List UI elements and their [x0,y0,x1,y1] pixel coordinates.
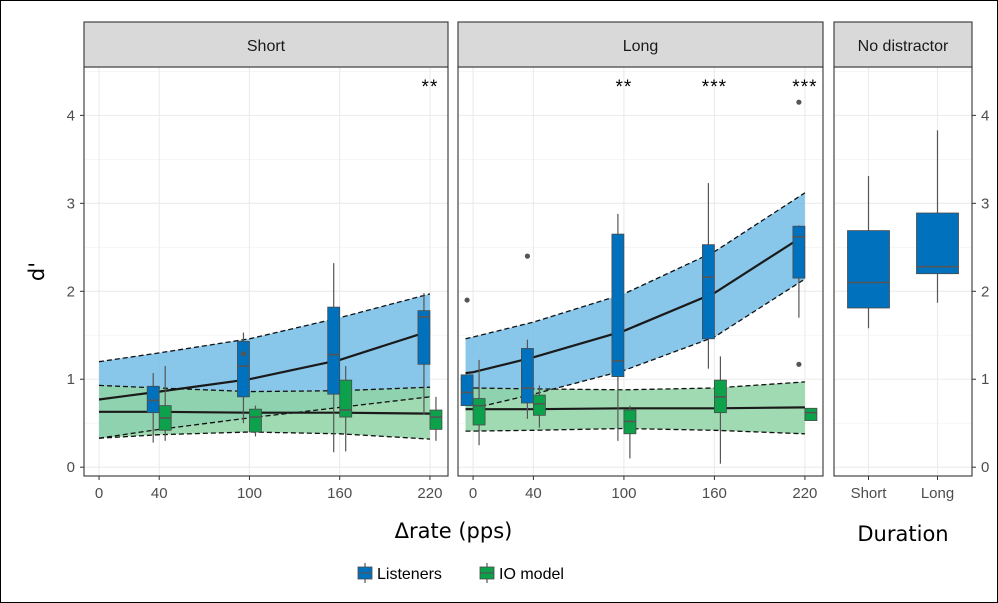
legend-label: IO model [499,566,564,583]
ci-upper-io_model [98,384,431,393]
ci-upper-io_model [465,381,805,391]
legend-key-listeners [357,563,373,583]
box-body [429,409,443,430]
x-axis-title: Δrate (pps) [395,519,513,543]
box-listeners-40 [521,253,534,419]
y-tick-label: 1 [981,371,989,388]
box-listeners-0 [460,297,474,407]
box-outlier [524,253,531,259]
y-tick-label: 2 [67,283,75,300]
ribbon-listeners [465,192,805,410]
box-io_model-160 [714,356,727,464]
box-body [847,230,890,309]
y-axis-title: d' [25,262,49,281]
x-tick-label: 220 [417,485,442,502]
strip-background [83,21,449,68]
box-io_model-40 [158,366,172,441]
x-tick-label: 100 [611,485,636,502]
box-body [533,394,546,416]
significance-marker: *** [702,77,727,98]
box-io_model-40 [533,385,546,428]
box-body [339,379,353,418]
strip-background [457,21,824,68]
box-listeners-160 [702,183,715,369]
box-io_model-160 [339,366,353,452]
significance-marker: ** [422,77,439,98]
ci-lower-listeners [465,278,806,410]
box-listeners-long [916,130,959,303]
legend-label: Listeners [377,566,442,583]
panel-3: No distractor [833,21,973,477]
x-tick-label: Short [851,485,888,502]
box-outlier [464,297,470,303]
legend-entry-listeners: Listeners [357,563,442,583]
box-listeners-40 [146,373,160,443]
y-tick-label: 1 [67,371,75,388]
x-tick-label: 0 [469,485,477,502]
panel-1: ** Short [83,21,449,477]
y-tick-label: 3 [67,195,75,212]
x-tick-label: 160 [702,485,727,502]
ci-lower-io_model [465,427,805,435]
significance-marker: ** [616,77,633,98]
box-io_model-220 [804,407,818,421]
box-body [702,244,715,340]
box-body [417,310,431,365]
box-listeners-160 [327,263,341,453]
box-outlier [796,361,802,367]
box-listeners-100 [611,213,625,441]
y-tick-label: 4 [67,107,75,124]
ci-lower-io_model [98,431,431,440]
strip-label: No distractor [858,38,949,55]
box-listeners-220 [792,99,806,367]
box-io_model-0 [472,359,486,446]
strip-label: Long [623,38,659,55]
box-body [472,398,486,426]
box-listeners-100 [237,332,250,424]
x-tick-label: 160 [327,485,352,502]
ci-upper-listeners [465,192,806,340]
strip-background [833,21,973,68]
x-tick-label: 100 [237,485,262,502]
x-tick-label: Long [921,485,954,502]
y-tick-label: 0 [981,459,989,476]
fit-line-listeners [465,234,806,375]
x-tick-label: 0 [95,485,103,502]
box-io_model-100 [249,405,262,437]
box-body [146,385,160,414]
box-outlier [240,351,247,357]
x-tick-label: 40 [151,485,168,502]
panel-2: ** *** ***Long [457,21,824,477]
y-tick-label: 2 [981,283,989,300]
box-body [916,212,959,275]
x-tick-label: 220 [792,485,817,502]
box-outlier [796,99,802,105]
box-io_model-220 [429,396,443,441]
legend-entry-io_model: IO model [479,563,564,583]
fit-line-io_model [465,406,805,411]
legend-key-io_model [479,563,495,583]
y-tick-label: 3 [981,195,989,212]
y-tick-label: 4 [981,107,989,124]
box-body [521,348,534,404]
box-body [327,306,341,395]
box-body [804,407,818,421]
box-body [792,225,806,279]
box-io_model-100 [623,405,637,459]
box-body [237,341,250,398]
ci-upper-listeners [98,293,431,363]
x-axis-title-duration: Duration [857,522,948,546]
box-listeners-220 [417,293,431,415]
significance-marker: *** [792,77,817,98]
box-body [249,408,262,433]
box-body [460,374,474,407]
box-body [611,233,625,378]
x-tick-label: 40 [525,485,542,502]
strip-label: Short [247,38,286,55]
box-listeners-short [847,176,890,329]
y-tick-label: 0 [67,459,75,476]
ci-lower-listeners [98,396,431,439]
